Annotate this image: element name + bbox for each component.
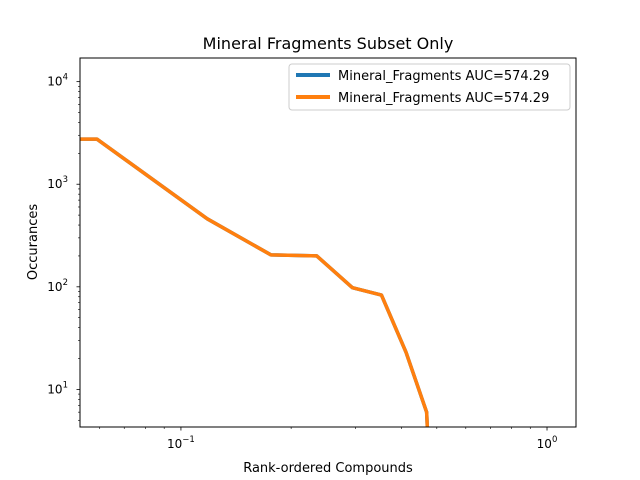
- y-tick-label-1-exponent: 1: [63, 380, 68, 390]
- plot-area-frame: [79, 57, 577, 428]
- x-tick-label-1-base: 10: [167, 437, 182, 451]
- y-tick-label-2: 102: [47, 278, 68, 294]
- y-tick-label-2-base: 10: [47, 280, 62, 294]
- legend-label-series-2: Mineral_Fragments AUC=574.29: [338, 91, 549, 106]
- legend-frame: [288, 63, 571, 111]
- y-axis-label: Occurances: [26, 204, 41, 280]
- x-tick-label-1-exponent: −1: [182, 435, 195, 445]
- x-tick-label-2-base: 10: [537, 437, 552, 451]
- y-tick-label-3-base: 10: [47, 177, 62, 191]
- y-tick-label-4-base: 10: [47, 75, 62, 89]
- y-tick-label-4-exponent: 4: [63, 73, 68, 83]
- y-tick-label-2-exponent: 2: [63, 278, 68, 288]
- x-tick-label-2: 100: [537, 435, 558, 451]
- y-tick-label-1: 101: [47, 380, 68, 396]
- x-tick-label-1: 10−1: [167, 435, 195, 451]
- legend: Mineral_Fragments AUC=574.29 Mineral_Fra…: [288, 63, 571, 111]
- series-layer: [80, 137, 430, 427]
- y-tick-label-4: 104: [47, 73, 68, 89]
- y-tick-label-3-exponent: 3: [63, 175, 68, 185]
- legend-label-series-1: Mineral_Fragments AUC=574.29: [338, 69, 549, 84]
- y-tick-label-3: 103: [47, 175, 68, 191]
- x-tick-label-2-exponent: 0: [552, 435, 557, 445]
- x-axis-ticks: 10−1 100: [99, 427, 558, 451]
- series-line-2: [80, 137, 430, 427]
- y-tick-label-1-base: 10: [47, 382, 62, 396]
- chart-title: Mineral Fragments Subset Only: [203, 34, 454, 53]
- x-axis-label: Rank-ordered Compounds: [243, 461, 413, 476]
